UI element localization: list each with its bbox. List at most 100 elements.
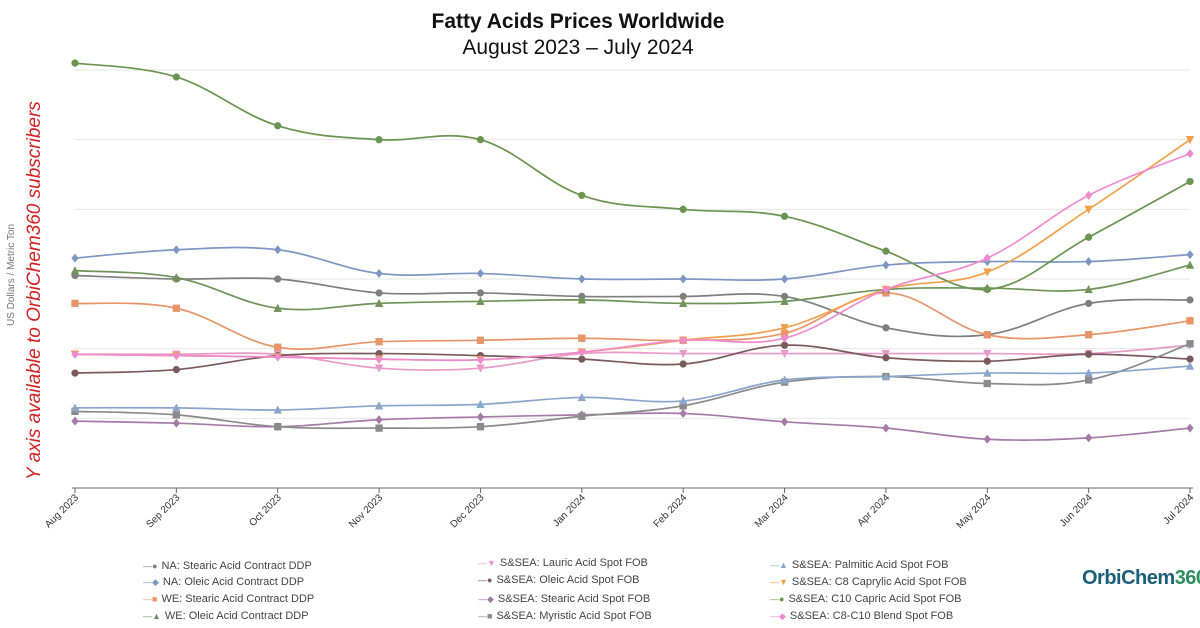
data-point	[374, 298, 384, 308]
data-point	[780, 375, 789, 384]
data-point	[274, 275, 282, 283]
data-point	[578, 274, 586, 284]
data-point	[273, 303, 282, 312]
x-tick-label: Apr 2024	[856, 492, 893, 529]
data-point	[172, 351, 181, 361]
data-point	[374, 401, 384, 410]
data-point	[375, 268, 383, 279]
data-point	[476, 136, 485, 144]
data-point	[678, 396, 688, 405]
data-point	[374, 364, 384, 373]
data-point	[780, 324, 789, 333]
data-point	[476, 268, 485, 279]
data-point	[375, 424, 383, 432]
data-point	[780, 274, 789, 284]
data-point	[71, 349, 79, 359]
data-point	[578, 334, 586, 342]
data-point	[71, 416, 79, 426]
data-point	[172, 73, 181, 81]
data-point	[375, 354, 383, 364]
x-tick-label: Aug 2023	[43, 492, 81, 530]
data-point	[983, 253, 991, 263]
data-point	[678, 349, 688, 359]
data-point	[780, 349, 789, 359]
data-point	[476, 399, 485, 409]
data-point	[1084, 233, 1093, 241]
series-line	[74, 274, 1191, 338]
y-axis-label: US Dollars / Metric Ton	[6, 224, 17, 326]
data-point	[70, 266, 80, 275]
series-line	[74, 344, 1191, 374]
data-point	[476, 364, 485, 373]
data-point	[375, 415, 383, 425]
series-line	[74, 246, 1191, 281]
data-point	[679, 292, 687, 301]
series-line	[74, 152, 1191, 362]
data-point	[780, 212, 789, 220]
data-point	[273, 405, 282, 414]
data-point	[172, 365, 181, 374]
data-point	[679, 408, 687, 419]
data-point	[577, 392, 587, 402]
series-line	[74, 138, 1191, 362]
data-point	[881, 371, 891, 381]
data-point	[1084, 368, 1093, 377]
data-point	[70, 403, 80, 412]
x-tick-label: Sep 2023	[144, 492, 182, 530]
data-point	[780, 296, 789, 305]
data-point	[1186, 355, 1194, 363]
data-point	[780, 333, 789, 343]
data-point	[274, 245, 282, 255]
data-point	[1186, 423, 1194, 433]
data-point	[71, 369, 79, 377]
data-point	[882, 354, 890, 362]
data-point	[1185, 361, 1195, 370]
data-point	[274, 343, 282, 351]
data-point	[1186, 250, 1194, 260]
data-point	[1084, 256, 1093, 267]
data-point	[172, 273, 181, 282]
x-tick-label: Feb 2024	[652, 492, 690, 530]
data-point	[1084, 376, 1093, 384]
data-point	[1186, 340, 1194, 348]
data-point	[780, 417, 789, 427]
data-point	[1186, 177, 1194, 186]
x-tick-label: Jul 2024	[1162, 492, 1197, 527]
data-point	[375, 289, 383, 297]
data-point	[172, 245, 181, 255]
data-point	[172, 411, 181, 419]
data-point	[881, 349, 891, 359]
data-point	[172, 403, 181, 412]
data-point	[679, 335, 687, 345]
data-point	[476, 289, 485, 297]
data-point	[983, 368, 992, 377]
data-point	[71, 253, 79, 263]
y-axis-availability-note: Y axis available to OrbiChem360 subscrib…	[24, 101, 45, 480]
data-point	[172, 418, 181, 428]
x-tick-label: May 2024	[955, 492, 994, 531]
series-line	[74, 292, 1191, 350]
data-point	[1084, 205, 1093, 214]
chart-title: Fatty Acids Prices Worldwide	[432, 10, 725, 33]
data-point	[71, 59, 79, 67]
data-point	[375, 136, 383, 144]
data-point	[71, 299, 79, 308]
series-line	[74, 365, 1191, 411]
x-tick-label: Oct 2023	[247, 492, 284, 529]
x-tick-label: Jan 2024	[551, 492, 588, 529]
series-lines	[74, 62, 1191, 441]
data-point	[1084, 190, 1093, 200]
chart-subtitle: August 2023 – July 2024	[462, 36, 693, 59]
data-point	[983, 268, 992, 277]
data-point	[1084, 350, 1093, 358]
series-markers	[70, 59, 1195, 444]
data-point	[983, 379, 991, 388]
data-point	[983, 434, 991, 444]
data-point	[1186, 149, 1194, 159]
data-point	[274, 423, 282, 431]
data-point	[1185, 136, 1195, 145]
data-point	[983, 349, 992, 359]
series-line	[74, 412, 1191, 441]
data-point	[679, 205, 687, 213]
